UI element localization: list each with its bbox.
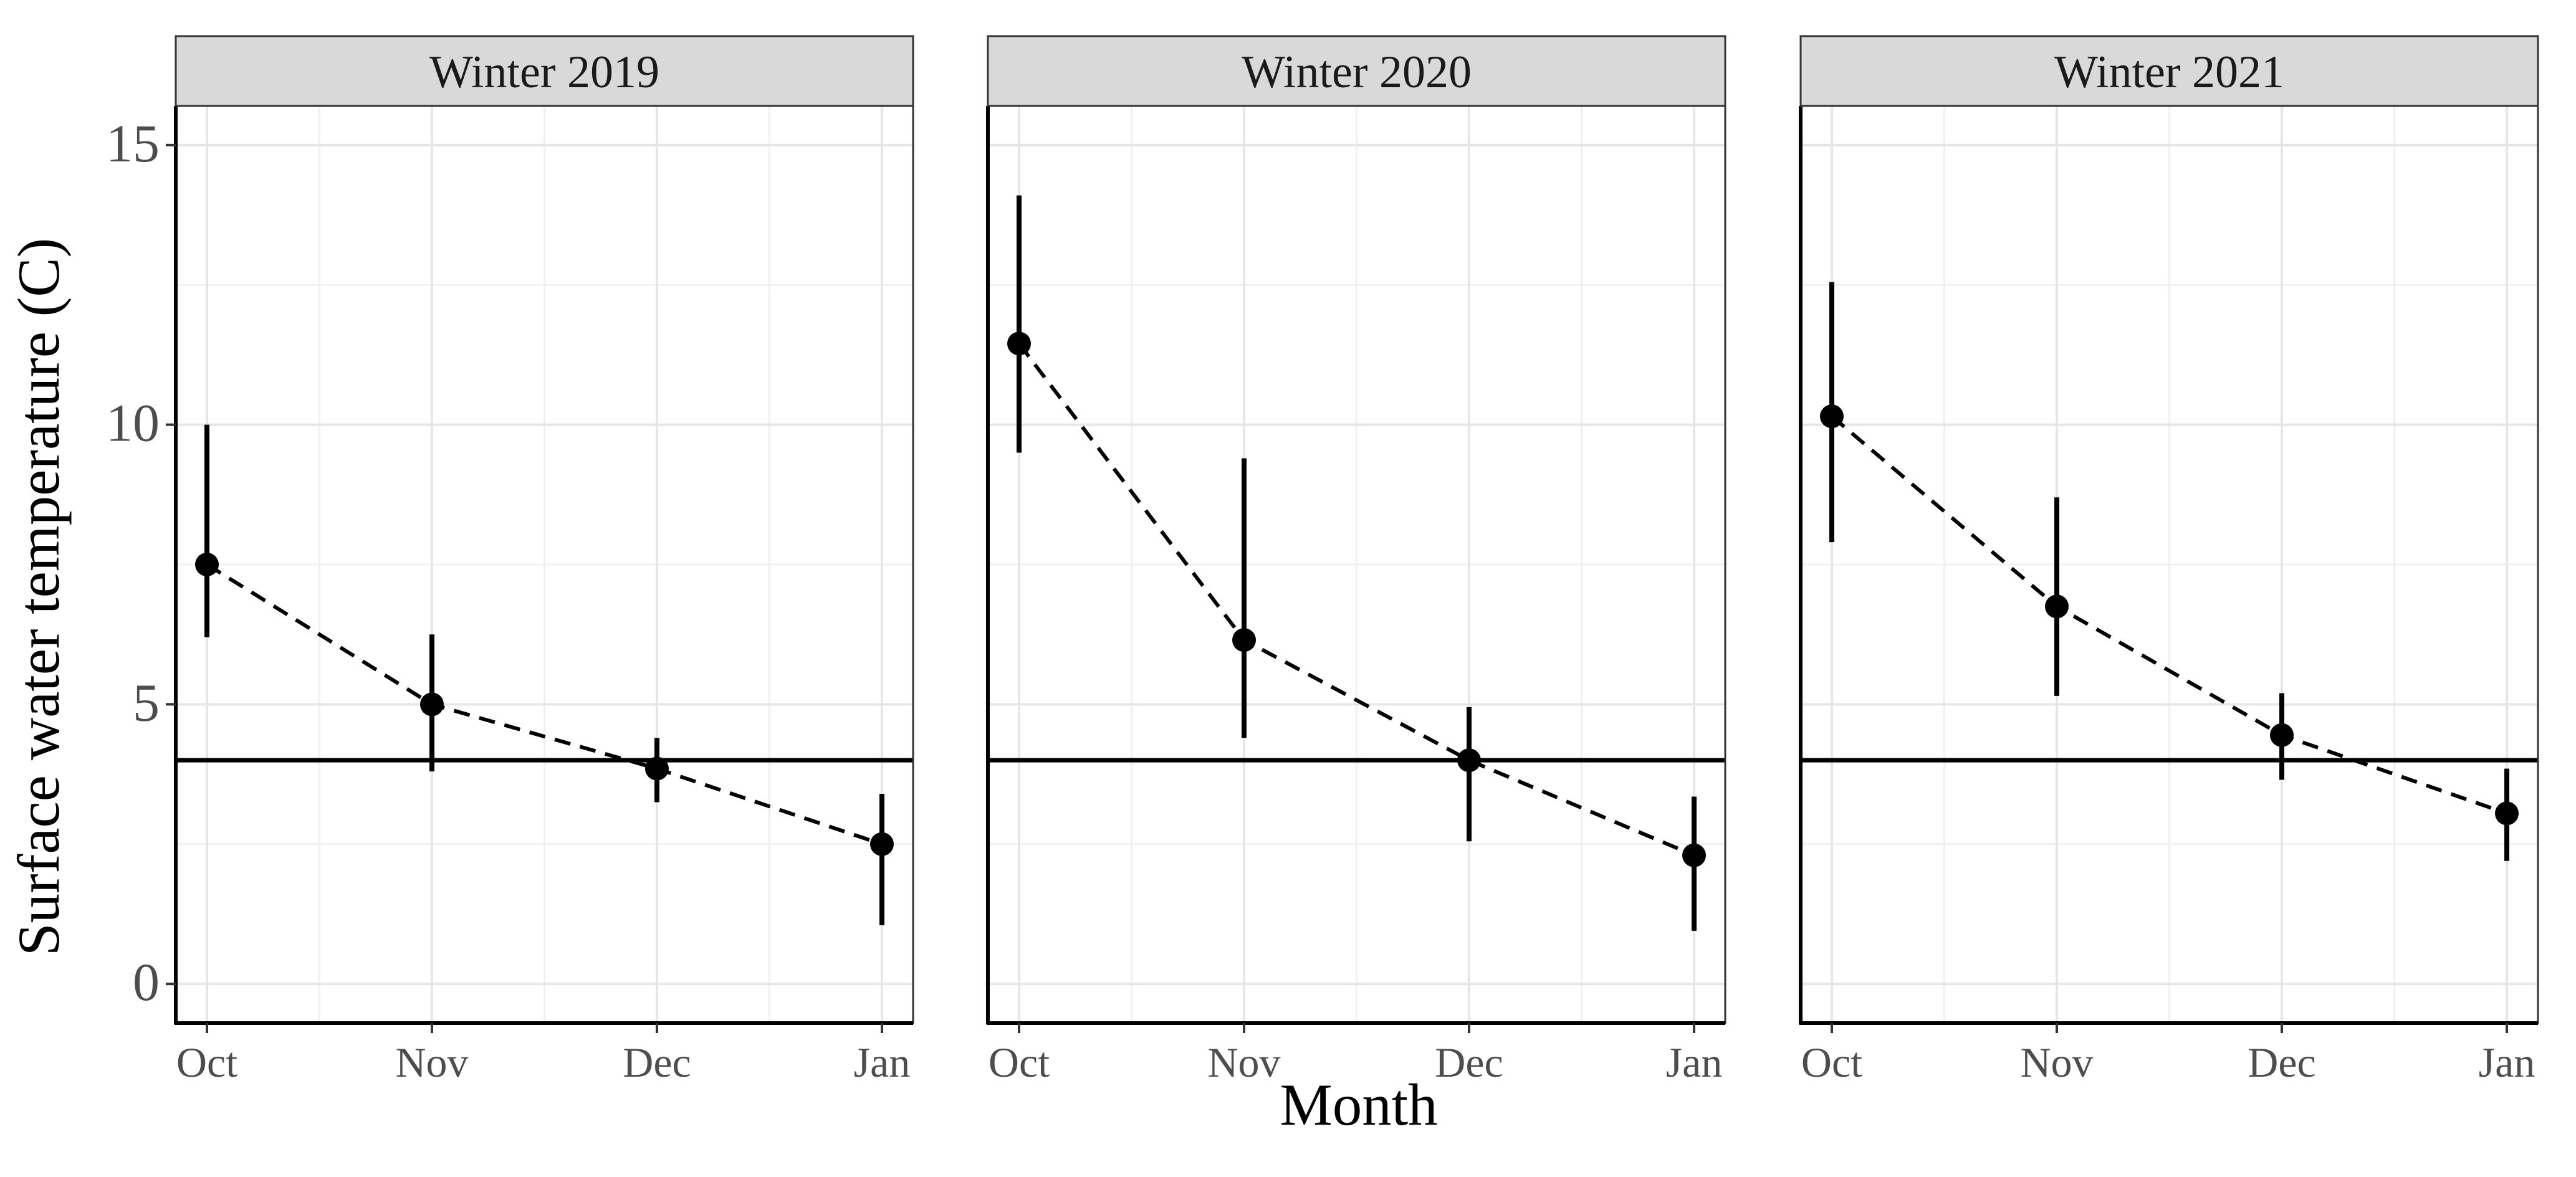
x-tick-label: Jan (2479, 1039, 2535, 1086)
trend-line (206, 563, 883, 846)
panel-3: Winter 2021 Oct Nov Dec Jan (1799, 35, 2539, 1086)
strip-label: Winter 2021 (2054, 47, 2284, 98)
x-tick-label: Dec (623, 1039, 691, 1086)
data-point (2270, 723, 2294, 747)
data-point (1457, 748, 1481, 773)
data-point (2495, 801, 2519, 826)
strip-background (987, 35, 1726, 107)
y-tick-label: 5 (133, 672, 160, 732)
data-point (1820, 404, 1844, 429)
x-axis-title: Month (1280, 1072, 1437, 1138)
data-point (870, 832, 894, 856)
trend-line (1831, 414, 2507, 816)
data-point (2045, 594, 2069, 619)
data-point (1007, 331, 1031, 356)
x-tick-label: Nov (2020, 1039, 2093, 1086)
x-tick-label: Jan (1666, 1039, 1723, 1086)
data-point (1682, 843, 1706, 867)
x-tick-label: Oct (989, 1039, 1050, 1086)
x-tick-label: Dec (2248, 1039, 2315, 1086)
panels: Winter 2019 Oct Nov Dec Jan 0 5 10 15 Winter 2020… (106, 35, 2539, 1086)
y-tick-label: 15 (106, 113, 160, 173)
strip-background (1799, 35, 2539, 107)
data-point (195, 553, 219, 576)
trend-line (1017, 342, 1695, 857)
strip-label: Winter 2019 (429, 47, 659, 98)
y-tick-label: 0 (133, 952, 160, 1012)
y-tick-label: 10 (106, 393, 160, 453)
x-tick-label: Oct (1801, 1039, 1862, 1086)
panel-2: Winter 2020 Oct Nov Dec Jan (986, 35, 1726, 1086)
y-axis-title: Surface water temperature (C) (6, 238, 72, 956)
strip-label: Winter 2020 (1242, 47, 1472, 98)
x-tick-label: Dec (1435, 1039, 1503, 1086)
strip-background (175, 35, 914, 107)
data-point (645, 756, 669, 781)
panel-1: Winter 2019 Oct Nov Dec Jan 0 5 10 15 (106, 35, 914, 1086)
data-point (420, 692, 444, 717)
x-tick-label: Nov (1207, 1039, 1280, 1086)
data-point (1232, 628, 1256, 652)
x-tick-label: Nov (395, 1039, 468, 1086)
x-tick-label: Oct (176, 1039, 237, 1086)
x-tick-label: Jan (854, 1039, 911, 1086)
